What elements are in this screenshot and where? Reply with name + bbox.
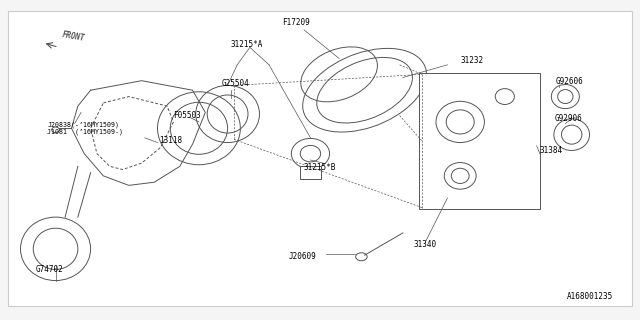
Text: 31384: 31384 bbox=[540, 146, 563, 155]
Ellipse shape bbox=[157, 92, 241, 165]
Text: J20609: J20609 bbox=[289, 252, 317, 261]
Text: 31215*B: 31215*B bbox=[304, 164, 336, 172]
Ellipse shape bbox=[291, 139, 330, 169]
Text: J1081  (’16MY1509-): J1081 (’16MY1509-) bbox=[47, 128, 124, 135]
Text: 31215*A: 31215*A bbox=[230, 40, 263, 49]
Text: 13118: 13118 bbox=[159, 136, 182, 146]
Text: A168001235: A168001235 bbox=[567, 292, 613, 301]
Text: G74702: G74702 bbox=[35, 265, 63, 274]
Text: G92606: G92606 bbox=[556, 77, 584, 86]
Text: G92906: G92906 bbox=[554, 114, 582, 123]
Text: F05503: F05503 bbox=[173, 111, 201, 120]
Text: 31232: 31232 bbox=[460, 56, 483, 65]
FancyBboxPatch shape bbox=[8, 11, 632, 306]
Text: FRONT: FRONT bbox=[62, 30, 86, 43]
FancyBboxPatch shape bbox=[419, 73, 540, 209]
Bar bbox=[300, 166, 321, 179]
Text: F17209: F17209 bbox=[282, 18, 310, 27]
Text: G25504: G25504 bbox=[221, 79, 249, 88]
Text: 31340: 31340 bbox=[413, 240, 436, 249]
Text: J20838(-’16MY1509): J20838(-’16MY1509) bbox=[47, 122, 119, 128]
